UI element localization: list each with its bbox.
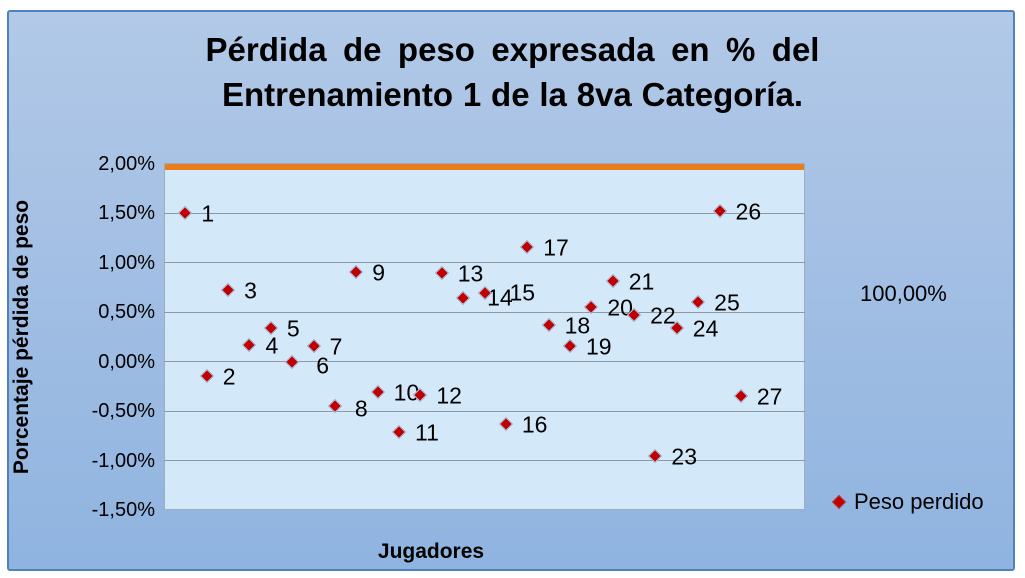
data-point-label: 3 (244, 277, 257, 304)
data-point-label: 19 (585, 333, 612, 360)
x-axis-title: Jugadores (377, 540, 485, 563)
y-gridline (164, 311, 805, 313)
data-point-label: 5 (286, 315, 300, 342)
legend-label: Peso perdido (854, 489, 984, 514)
y-tick-label: 1,50% (98, 202, 155, 224)
y-gridline (164, 460, 805, 461)
data-point-label: 14 (487, 284, 513, 311)
data-point-label: 22 (650, 302, 676, 329)
legend-diamond-icon (831, 494, 847, 510)
plot-area[interactable] (164, 163, 805, 510)
data-point-label: 9 (372, 259, 386, 286)
legend[interactable]: Peso perdido (831, 489, 984, 515)
y-tick-label: 1,00% (98, 251, 155, 274)
data-point-label: 25 (714, 289, 740, 316)
data-point-label: 23 (671, 443, 698, 470)
data-point-label: 4 (265, 332, 279, 359)
data-point-label: 12 (436, 382, 462, 409)
data-point-label: 15 (509, 279, 536, 306)
reference-line-orange (165, 164, 804, 171)
y-tick-label: -1,00% (91, 449, 155, 472)
y-gridline (164, 410, 805, 412)
data-point-label: 27 (756, 383, 783, 410)
data-point-label: 16 (521, 411, 548, 438)
data-point-label: 17 (543, 234, 569, 261)
data-point-label: 20 (607, 294, 633, 321)
data-point-label: 7 (329, 333, 343, 360)
y-tick-label: -1,50% (91, 499, 155, 521)
y-tick-label: 0,50% (98, 301, 155, 323)
data-point-label: 2 (222, 363, 236, 390)
data-point-label: 18 (564, 312, 591, 339)
data-point-label: 13 (457, 260, 484, 287)
chart-title-line2: Entrenamiento 1 de la 8va Categoría. (222, 76, 803, 113)
right-annotation-label: 100,00% (860, 281, 947, 306)
y-tick-label: -0,50% (91, 400, 155, 422)
data-point-label: 24 (692, 315, 719, 342)
y-axis-title: Porcentaje pérdida de peso (10, 199, 33, 475)
data-point-label: 10 (393, 379, 420, 406)
chart-title: Pérdida de peso expresada en % del Entre… (0, 27, 1025, 117)
data-point-label: 11 (415, 419, 439, 446)
data-point-label: 6 (316, 352, 329, 378)
data-point-label: 21 (628, 268, 655, 295)
y-gridline (164, 361, 805, 362)
y-gridline (164, 212, 805, 214)
y-tick-label: 0,00% (98, 350, 155, 373)
data-point-label: 1 (201, 200, 215, 227)
y-gridline (164, 262, 805, 263)
data-point-label: 26 (735, 198, 762, 225)
chart-title-line1: Pérdida de peso expresada en % del (205, 31, 820, 68)
y-tick-label: 2,00% (98, 152, 155, 175)
data-point-label: 8 (354, 395, 368, 422)
